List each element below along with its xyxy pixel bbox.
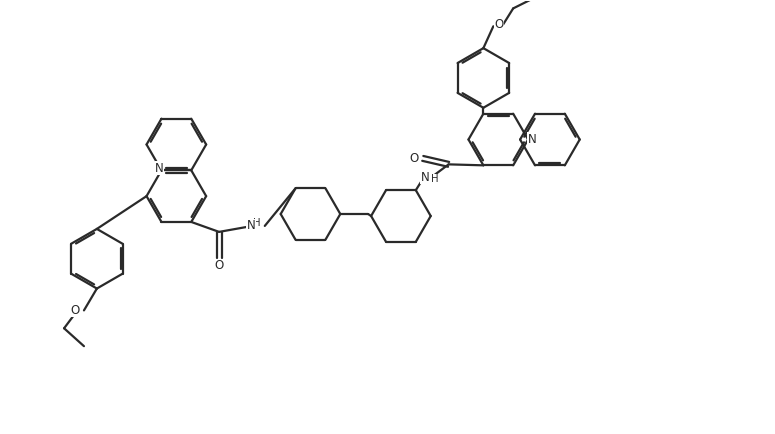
Text: O: O <box>215 259 224 272</box>
Text: O: O <box>71 304 80 317</box>
Text: O: O <box>409 152 419 165</box>
Text: N: N <box>246 220 255 233</box>
Text: N: N <box>528 133 536 146</box>
Text: N: N <box>420 171 429 184</box>
Text: O: O <box>494 18 504 31</box>
Text: H: H <box>431 174 439 184</box>
Text: H: H <box>253 218 260 228</box>
Text: N: N <box>155 162 164 175</box>
